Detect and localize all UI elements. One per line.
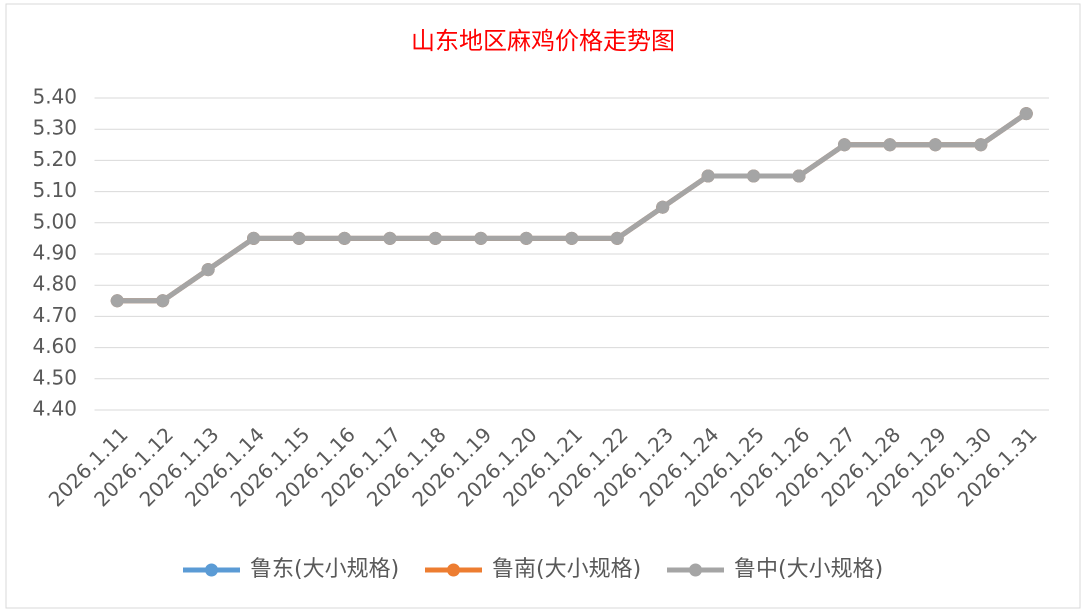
legend-label: 鲁南(大小规格) bbox=[492, 557, 641, 582]
data-point bbox=[928, 138, 942, 152]
y-tick-label: 5.10 bbox=[32, 178, 77, 202]
y-tick-label: 5.30 bbox=[32, 116, 77, 140]
y-tick-label: 4.60 bbox=[32, 334, 77, 358]
y-tick-label: 4.70 bbox=[32, 303, 77, 327]
y-tick-label: 4.90 bbox=[32, 241, 77, 265]
y-tick-label: 4.40 bbox=[32, 397, 77, 421]
legend-label: 鲁中(大小规格) bbox=[734, 557, 883, 582]
data-point bbox=[747, 169, 761, 183]
legend-marker bbox=[205, 563, 218, 577]
data-point bbox=[837, 138, 851, 152]
y-tick-label: 5.40 bbox=[32, 85, 77, 109]
data-point bbox=[156, 294, 170, 308]
data-point bbox=[110, 294, 124, 308]
legend-marker bbox=[689, 563, 702, 577]
data-point bbox=[1019, 107, 1033, 121]
data-point bbox=[247, 231, 261, 245]
data-point bbox=[383, 231, 397, 245]
y-tick-label: 5.00 bbox=[32, 209, 77, 233]
data-point bbox=[792, 169, 806, 183]
data-point bbox=[337, 231, 351, 245]
y-tick-label: 4.80 bbox=[32, 272, 77, 296]
y-tick-label: 4.50 bbox=[32, 365, 77, 389]
data-point bbox=[883, 138, 897, 152]
legend-marker bbox=[447, 563, 460, 577]
data-point bbox=[565, 231, 579, 245]
legend-label: 鲁东(大小规格) bbox=[250, 557, 399, 582]
data-point bbox=[201, 263, 215, 277]
data-point bbox=[656, 200, 670, 214]
y-tick-label: 5.20 bbox=[32, 147, 77, 171]
data-point bbox=[519, 231, 533, 245]
data-point bbox=[701, 169, 715, 183]
data-point bbox=[428, 231, 442, 245]
data-point bbox=[974, 138, 988, 152]
chart-border bbox=[5, 3, 1081, 609]
data-point bbox=[610, 231, 624, 245]
data-point bbox=[292, 231, 306, 245]
data-point bbox=[474, 231, 488, 245]
chart-title: 山东地区麻鸡价格走势图 bbox=[411, 27, 675, 55]
